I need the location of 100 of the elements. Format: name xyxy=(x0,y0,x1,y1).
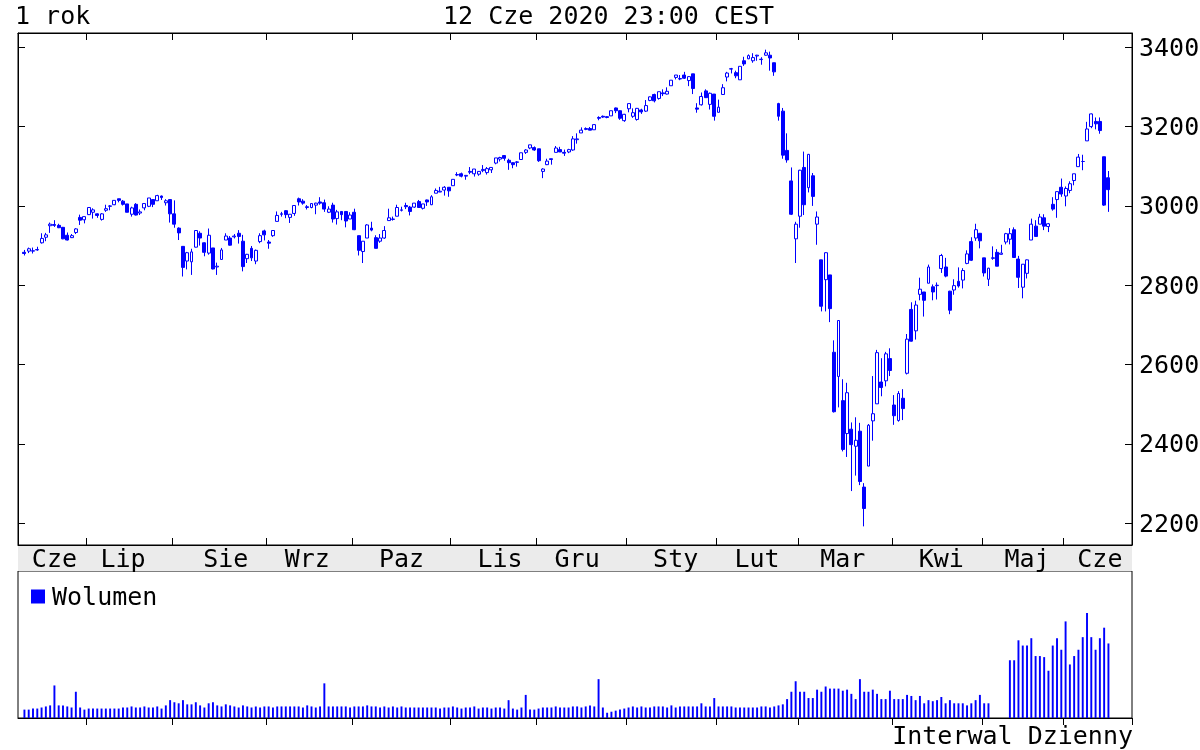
x-tick-label: Gru xyxy=(554,544,600,573)
y-tick-label: 3200 xyxy=(1139,112,1200,142)
y-tick-label: 3400 xyxy=(1139,32,1200,62)
x-tick-label: Cze xyxy=(31,544,77,573)
candlestick xyxy=(961,267,965,289)
candlestick xyxy=(78,214,82,226)
candlestick xyxy=(875,349,879,405)
candlestick xyxy=(382,225,386,240)
candlestick xyxy=(759,56,763,66)
x-tick-label: Lis xyxy=(477,544,523,573)
candlestick xyxy=(815,210,819,246)
candlestick xyxy=(344,210,348,228)
candlestick xyxy=(901,388,905,421)
candlestick xyxy=(725,71,729,82)
candlestick xyxy=(674,74,678,80)
x-tick-label: Paz xyxy=(378,544,425,573)
candlestick xyxy=(220,247,223,260)
candlestick xyxy=(421,203,425,210)
candlestick xyxy=(434,187,438,194)
candlestick xyxy=(665,86,669,95)
candlestick xyxy=(494,157,498,165)
candlestick xyxy=(592,123,596,131)
candlestick xyxy=(271,229,275,238)
candlestick xyxy=(712,93,716,122)
candlestick xyxy=(755,54,759,62)
candlestick xyxy=(485,166,489,176)
candlestick xyxy=(275,210,279,222)
candlestick xyxy=(631,107,635,119)
candlestick xyxy=(528,144,532,150)
candlestick xyxy=(331,202,335,224)
y-tick-label: 2200 xyxy=(1139,508,1200,538)
x-tick-label: Cze xyxy=(1077,544,1123,573)
candlestick xyxy=(387,208,391,222)
candlestick xyxy=(258,232,262,244)
candlestick xyxy=(297,197,301,207)
candlestick xyxy=(194,229,198,249)
x-tick-label: Mar xyxy=(820,544,866,573)
candlestick xyxy=(862,482,866,527)
candlestick xyxy=(82,216,86,224)
candlestick xyxy=(31,247,35,255)
candlestick xyxy=(48,222,52,234)
candlestick xyxy=(27,247,31,254)
candlestick xyxy=(455,171,459,177)
candlestick xyxy=(498,156,502,162)
candlestick xyxy=(1004,232,1008,245)
candlestick xyxy=(734,70,738,79)
candlestick xyxy=(284,209,288,219)
candlestick xyxy=(1085,121,1089,142)
candlestick xyxy=(267,239,271,250)
x-tick-label: Wrz xyxy=(284,544,330,573)
candlestick xyxy=(931,283,935,301)
candlestick xyxy=(579,126,583,134)
candlestick xyxy=(451,178,455,187)
candlestick xyxy=(134,202,138,216)
candlestick xyxy=(374,234,378,249)
candlestick xyxy=(597,115,601,121)
candlestick xyxy=(438,186,442,193)
x-tick-label: Sie xyxy=(203,544,249,573)
candlestick xyxy=(507,158,511,171)
candlestick xyxy=(549,158,553,166)
candlestick xyxy=(789,166,793,216)
candlestick xyxy=(618,109,622,121)
candlestick xyxy=(995,248,999,267)
candlestick xyxy=(489,166,493,174)
candlestick xyxy=(22,249,26,256)
y-tick-label: 2800 xyxy=(1139,270,1200,300)
candlestick xyxy=(254,249,258,265)
candlestick xyxy=(554,145,558,153)
candlestick xyxy=(691,73,695,95)
candlestick xyxy=(867,423,870,467)
candlestick xyxy=(721,83,725,95)
x-tick-label: Kwi xyxy=(918,544,964,573)
candlestick xyxy=(648,95,652,102)
candlestick xyxy=(884,351,888,387)
candlestick xyxy=(241,234,245,272)
candlestick xyxy=(742,56,746,67)
candlestick xyxy=(781,107,785,160)
candlestick xyxy=(305,204,309,210)
candlestick xyxy=(35,246,39,252)
candlestick xyxy=(365,223,369,239)
candlestick xyxy=(61,226,65,240)
candlestick xyxy=(395,204,399,217)
candlestick xyxy=(541,167,545,179)
candlestick xyxy=(678,74,682,81)
candlestick xyxy=(588,126,592,131)
candlestick xyxy=(502,154,506,162)
candlestick xyxy=(935,281,939,301)
candlestick xyxy=(352,208,356,231)
candlestick xyxy=(288,213,292,224)
candlestick xyxy=(1098,116,1102,135)
candlestick xyxy=(292,205,296,217)
legend-label: Wolumen xyxy=(52,582,158,611)
candlestick xyxy=(738,65,742,81)
candlestick xyxy=(262,229,266,241)
candlestick xyxy=(969,236,973,262)
candlestick xyxy=(151,199,155,208)
candlestick xyxy=(108,204,112,211)
candlestick xyxy=(168,198,172,224)
x-tick-label: Maj xyxy=(1004,544,1050,573)
y-tick-label: 3000 xyxy=(1139,191,1200,221)
